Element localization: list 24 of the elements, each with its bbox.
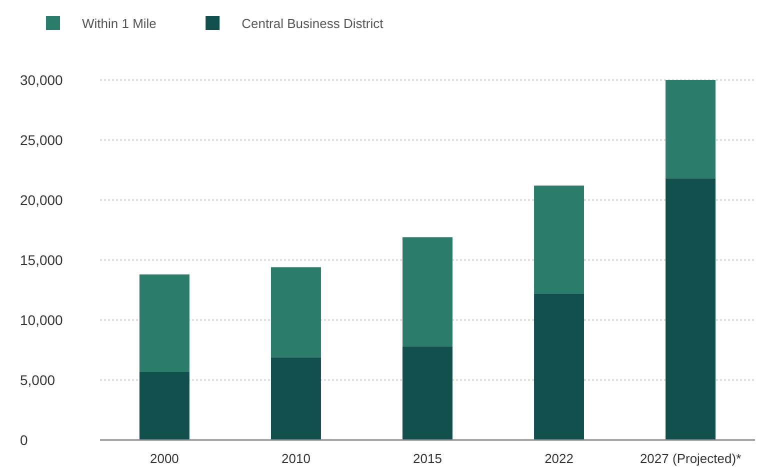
bar <box>666 178 716 440</box>
bar <box>270 267 321 358</box>
x-tick-label: 2015 <box>413 451 442 466</box>
y-tick-label: 10,000 <box>20 312 64 328</box>
y-tick-label: 25,000 <box>20 132 64 148</box>
x-tick-label: 2010 <box>282 451 310 466</box>
bar <box>139 372 190 440</box>
y-tick-label: 15,000 <box>20 252 64 268</box>
bar <box>139 274 190 372</box>
bar <box>402 346 452 440</box>
legend-label: Within 1 Mile <box>82 16 156 31</box>
y-tick-label: 20,000 <box>20 192 64 208</box>
bar <box>534 186 584 294</box>
x-tick-label: 2022 <box>544 451 574 466</box>
bar <box>270 357 321 440</box>
bar <box>402 237 452 346</box>
y-tick-label: 0 <box>20 432 28 448</box>
bar <box>666 80 716 178</box>
x-tick-label: 2000 <box>150 451 179 466</box>
y-tick-label: 30,000 <box>20 72 64 88</box>
legend-label: Central Business District <box>242 16 384 31</box>
y-tick-label: 5,000 <box>20 372 56 388</box>
x-tick-label: 2027 (Projected)* <box>640 451 742 466</box>
bar <box>534 294 584 440</box>
